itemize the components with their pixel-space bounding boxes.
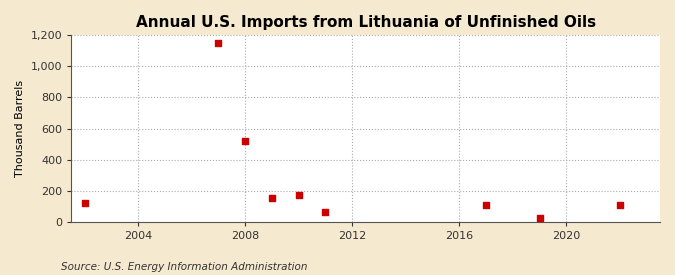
Point bbox=[79, 201, 90, 205]
Text: Source: U.S. Energy Information Administration: Source: U.S. Energy Information Administ… bbox=[61, 262, 307, 272]
Point bbox=[614, 202, 625, 207]
Point bbox=[320, 210, 331, 214]
Point bbox=[267, 196, 277, 201]
Point bbox=[213, 41, 224, 45]
Title: Annual U.S. Imports from Lithuania of Unfinished Oils: Annual U.S. Imports from Lithuania of Un… bbox=[136, 15, 595, 30]
Point bbox=[240, 139, 250, 143]
Point bbox=[534, 216, 545, 220]
Point bbox=[294, 192, 304, 197]
Y-axis label: Thousand Barrels: Thousand Barrels bbox=[15, 80, 25, 177]
Point bbox=[481, 203, 491, 208]
